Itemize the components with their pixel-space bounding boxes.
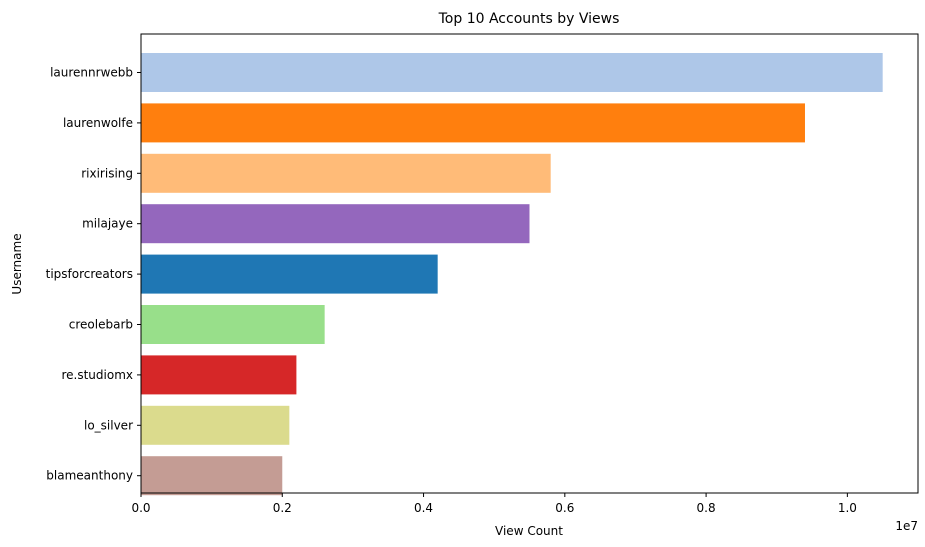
x-tick-label: 0.6 [555, 501, 574, 515]
bar-laurennrwebb [141, 53, 883, 92]
y-tick-label: laurennrwebb [50, 66, 133, 80]
y-tick-label: tipsforcreators [46, 267, 133, 281]
y-tick-label: laurenwolfe [63, 116, 133, 130]
y-tick-label: creolebarb [69, 318, 133, 332]
x-tick-label: 1.0 [838, 501, 857, 515]
bar-rixirising [141, 153, 551, 193]
plot-frame [140, 33, 919, 494]
x-axis-offset-label: 1e7 [895, 519, 918, 533]
chart-title: Top 10 Accounts by Views [438, 11, 620, 27]
x-tick-label: 0.2 [273, 501, 292, 515]
y-tick-label: re.studiomx [61, 368, 133, 382]
y-tick-label: milajaye [82, 217, 133, 231]
bar-blameanthony [141, 456, 283, 496]
bar-lo_silver [141, 405, 290, 445]
bar-creolebarb [141, 305, 325, 344]
x-tick-label: 0.0 [131, 501, 150, 515]
y-tick-label: rixirising [81, 166, 133, 180]
x-ticks-group: 0.0 0.2 0.4 0.6 0.8 1.0 [131, 493, 857, 515]
y-tick-label: lo_silver [84, 418, 133, 432]
y-tick-label: blameanthony [46, 469, 133, 483]
y-ticks-group: laurennrwebb laurenwolfe rixirising milajay… [46, 66, 141, 483]
bar-milajaye [141, 204, 530, 244]
bars-group [141, 53, 883, 496]
bar-tipsforcreators [141, 254, 438, 294]
x-axis-title: View Count [495, 524, 563, 538]
y-axis-title: Username [10, 233, 24, 294]
bar-re.studiomx [141, 355, 297, 395]
x-tick-label: 0.8 [697, 501, 716, 515]
bar-laurenwolfe [141, 103, 805, 143]
x-tick-label: 0.4 [414, 501, 433, 515]
